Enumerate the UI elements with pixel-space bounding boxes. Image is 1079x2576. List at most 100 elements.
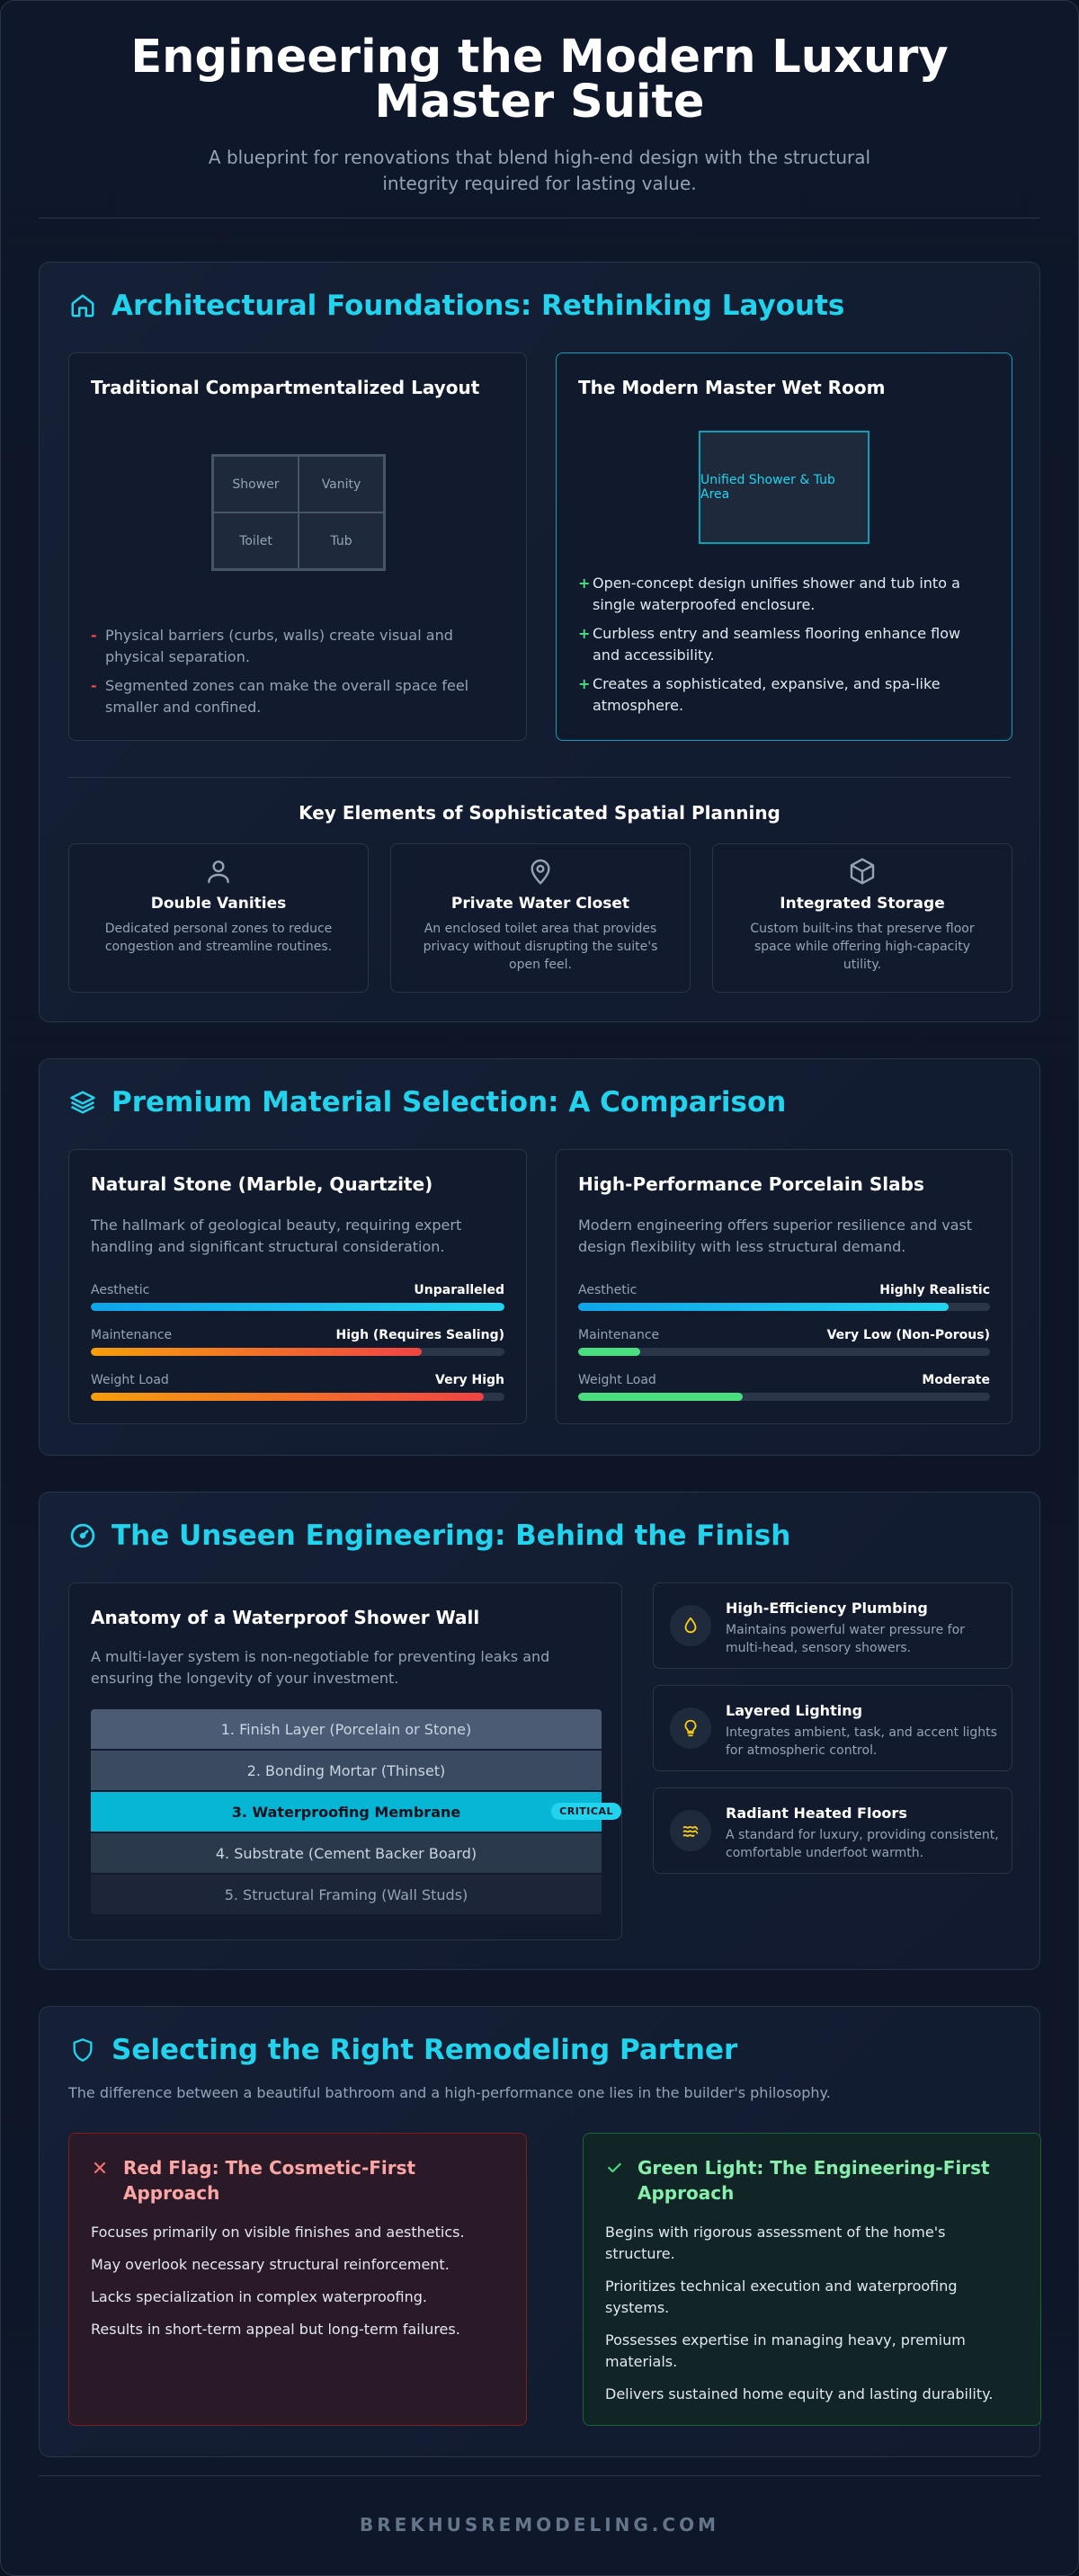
anatomy-card: Anatomy of a Waterproof Shower Wall A mu… [68, 1582, 622, 1940]
card-title: High-Performance Porcelain Slabs [578, 1173, 924, 1195]
rating-track [578, 1303, 990, 1311]
red-flag-card: Red Flag: The Cosmetic-First Approach Fo… [68, 2133, 527, 2426]
rating-value: Very Low (Non-Porous) [826, 1328, 990, 1342]
card-title: Red Flag: The Cosmetic-First Approach [123, 2157, 416, 2204]
section-header: Premium Material Selection: A Comparison [68, 1086, 786, 1119]
divider [68, 777, 1011, 778]
location-pin-icon [526, 857, 555, 886]
traditional-layout-card: Traditional Compartmentalized Layout Sho… [68, 352, 527, 741]
rating-bar: Weight Load Moderate [578, 1373, 990, 1401]
footer-link[interactable]: BREKHUSREMODELING.COM [360, 2514, 719, 2536]
layers-icon [68, 1088, 97, 1117]
rating-fill [578, 1393, 744, 1401]
layouts-section: Architectural Foundations: Rethinking La… [39, 262, 1040, 1022]
card-desc: A multi-layer system is non-negotiable f… [91, 1648, 550, 1687]
list-item: Results in short-term appeal but long-te… [91, 2321, 460, 2338]
rating-value: High (Requires Sealing) [335, 1328, 504, 1342]
natural-stone-card: Natural Stone (Marble, Quartzite) The ha… [68, 1149, 527, 1424]
section-title: Selecting the Right Remodeling Partner [111, 2034, 738, 2066]
list-item: Focuses primarily on visible finishes an… [91, 2224, 465, 2241]
list-item: - Segmented zones can make the overall sp… [91, 677, 469, 716]
card-title: Natural Stone (Marble, Quartzite) [91, 1173, 433, 1195]
rating-label: Maintenance [578, 1328, 660, 1342]
check-icon [605, 2155, 625, 2206]
green-light-card: Green Light: The Engineering-First Appro… [583, 2133, 1041, 2426]
rating-track [91, 1393, 504, 1401]
rating-fill [91, 1348, 422, 1356]
rating-fill [91, 1393, 484, 1401]
list-item: Lacks specialization in complex waterpro… [91, 2288, 427, 2305]
partner-intro: The difference between a beautiful bathr… [68, 2084, 831, 2101]
section-header: Selecting the Right Remodeling Partner [68, 2034, 737, 2066]
grid-cell-tub: Tub [299, 513, 384, 569]
feature-title: Layered Lighting [726, 1702, 863, 1719]
rating-bar: Maintenance Very Low (Non-Porous) [578, 1328, 990, 1356]
wall-layer: 4. Substrate (Cement Backer Board) [91, 1833, 602, 1873]
rating-label: Weight Load [91, 1373, 169, 1387]
rating-label: Weight Load [578, 1373, 656, 1387]
feature-desc: Integrates ambient, task, and accent lig… [726, 1725, 997, 1758]
wall-layer: 2. Bonding Mortar (Thinset) [91, 1751, 602, 1790]
shield-icon [68, 2036, 97, 2064]
list-item: + Open-concept design unifies shower and … [578, 575, 960, 613]
rating-fill [91, 1303, 504, 1311]
feature-title: Radiant Heated Floors [726, 1805, 907, 1822]
key-elements-row: Double Vanities Dedicated personal zones… [68, 843, 1012, 993]
list-item: - Physical barriers (curbs, walls) create… [91, 627, 453, 665]
lightbulb-icon [670, 1707, 711, 1749]
modern-bullets: + Open-concept design unifies shower and … [578, 573, 976, 724]
key-element-desc: Custom built-ins that preserve floor spa… [750, 922, 975, 972]
rating-track [578, 1348, 990, 1356]
rating-label: Aesthetic [578, 1283, 638, 1297]
card-title: Anatomy of a Waterproof Shower Wall [91, 1607, 480, 1628]
key-element-desc: An enclosed toilet area that provides pr… [423, 922, 658, 972]
heat-waves-icon [670, 1810, 711, 1851]
feature-card: High-Efficiency Plumbing Maintains power… [653, 1582, 1012, 1669]
feature-desc: A standard for luxury, providing consist… [726, 1828, 999, 1860]
rating-bar: Aesthetic Highly Realistic [578, 1283, 990, 1311]
feature-title: High-Efficiency Plumbing [726, 1600, 928, 1617]
key-element-desc: Dedicated personal zones to reduce conge… [104, 922, 333, 954]
key-elements-title: Key Elements of Sophisticated Spatial Pl… [299, 802, 780, 824]
key-element-card: Integrated Storage Custom built-ins that… [712, 843, 1012, 993]
list-item: Begins with rigorous assessment of the h… [605, 2224, 946, 2262]
grid-cell-shower: Shower [213, 456, 299, 513]
list-item: + Curbless entry and seamless flooring en… [578, 625, 961, 664]
section-header: The Unseen Engineering: Behind the Finis… [68, 1520, 790, 1552]
footer-divider [39, 2475, 1040, 2476]
gauge-icon [68, 1521, 97, 1550]
materials-section: Premium Material Selection: A Comparison… [39, 1058, 1040, 1456]
rating-fill [578, 1348, 640, 1356]
rating-bar: Weight Load Very High [91, 1373, 504, 1401]
rating-bar: Maintenance High (Requires Sealing) [91, 1328, 504, 1356]
partner-cards: Red Flag: The Cosmetic-First Approach Fo… [68, 2133, 1041, 2426]
rating-value: Unparalleled [414, 1283, 504, 1297]
grid-cell-toilet: Toilet [213, 513, 299, 569]
rating-label: Maintenance [91, 1328, 173, 1342]
key-element-card: Double Vanities Dedicated personal zones… [68, 843, 369, 993]
card-title: Green Light: The Engineering-First Appro… [638, 2157, 990, 2204]
rating-value: Highly Realistic [879, 1283, 990, 1297]
key-element-title: Private Water Closet [450, 895, 630, 913]
key-element-title: Double Vanities [150, 895, 287, 913]
engineering-section: The Unseen Engineering: Behind the Finis… [39, 1492, 1040, 1970]
list-item: + Creates a sophisticated, expansive, and… [578, 675, 941, 714]
feature-card: Layered Lighting Integrates ambient, tas… [653, 1685, 1012, 1771]
section-header: Architectural Foundations: Rethinking La… [68, 290, 844, 322]
section-title: Premium Material Selection: A Comparison [111, 1086, 787, 1119]
red-flag-list: Focuses primarily on visible finishes an… [91, 2222, 504, 2351]
home-icon [68, 291, 97, 320]
card-title: The Modern Master Wet Room [578, 377, 886, 398]
rating-label: Aesthetic [91, 1283, 150, 1297]
page-subtitle: A blueprint for renovations that blend h… [208, 147, 871, 194]
cube-icon [848, 857, 877, 886]
grid-cell-vanity: Vanity [299, 456, 384, 513]
wall-layer: 1. Finish Layer (Porcelain or Stone) [91, 1709, 602, 1749]
key-element-title: Integrated Storage [780, 895, 945, 913]
list-item: Delivers sustained home equity and lasti… [605, 2385, 994, 2402]
rating-track [578, 1393, 990, 1401]
water-drop-icon [670, 1605, 711, 1646]
rating-track [91, 1348, 504, 1356]
list-item: Prioritizes technical execution and wate… [605, 2277, 958, 2316]
